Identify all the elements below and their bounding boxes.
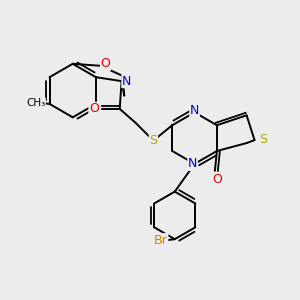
Text: S: S (149, 134, 158, 147)
Text: CH₃: CH₃ (26, 98, 45, 108)
Text: O: O (100, 57, 110, 70)
Text: Br: Br (154, 234, 168, 247)
Text: N: N (190, 104, 199, 117)
Text: O: O (89, 102, 99, 116)
Text: N: N (122, 75, 131, 88)
Text: S: S (260, 133, 268, 146)
Text: O: O (212, 173, 222, 186)
Text: N: N (188, 158, 197, 170)
